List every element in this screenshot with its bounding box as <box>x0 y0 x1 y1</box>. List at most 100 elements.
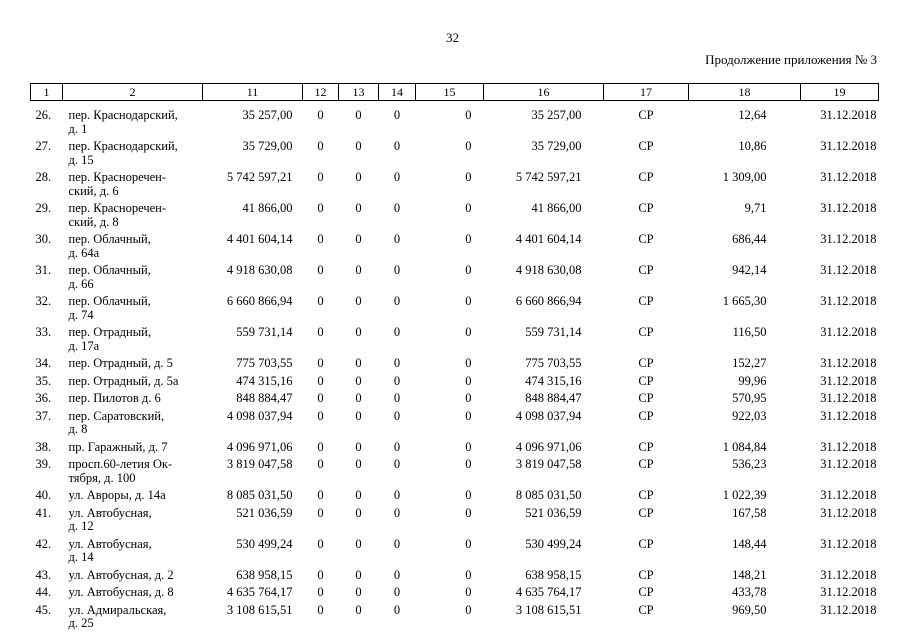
col-12-cell: 0 <box>317 505 324 520</box>
table-row: 43. ул. Автобусная, д. 2 638 958,15 0 0 … <box>31 567 879 585</box>
col-13-cell: 0 <box>355 139 362 153</box>
col-19-date-cell: 31.12.2018 <box>820 139 877 153</box>
row-number-cell: 32. <box>35 294 52 308</box>
row-number-cell: 42. <box>35 536 52 551</box>
address-cell: пер. Отрадный, д. 17а <box>68 325 151 353</box>
col-19-date-cell: 31.12.2018 <box>820 457 877 471</box>
col-14-cell: 0 <box>393 457 401 471</box>
col-13-cell: 0 <box>355 373 362 388</box>
col-12-cell: 0 <box>317 585 324 599</box>
table-row: 31. пер. Облачный, д. 66 4 918 630,08 0 … <box>31 262 879 293</box>
col-15-cell: 0 <box>465 356 472 370</box>
col-11-amount-cell: 35 257,00 <box>242 108 293 122</box>
col-13-cell: 0 <box>355 325 362 339</box>
col-19-date-cell: 31.12.2018 <box>820 585 877 599</box>
address-cell: пер. Красноречен- ский, д. 6 <box>68 170 167 198</box>
col-15-cell: 0 <box>465 391 472 405</box>
col-11-amount-cell: 4 635 764,17 <box>226 585 293 599</box>
col-18-area-cell: 10,86 <box>738 139 767 153</box>
table-row: 45. ул. Адмиральская, д. 25 3 108 615,51… <box>31 602 879 633</box>
col-13-cell: 0 <box>355 408 362 423</box>
header-col-13: 13 <box>338 83 379 101</box>
col-15-cell: 0 <box>465 439 472 454</box>
appendix-table: 1 2 11 12 13 14 15 16 17 18 19 26. пер. … <box>30 83 879 633</box>
col-14-cell: 0 <box>393 170 401 184</box>
col-17-status-cell: СР <box>638 201 654 215</box>
col-11-amount-cell: 4 401 604,14 <box>226 232 293 246</box>
col-14-cell: 0 <box>393 373 401 388</box>
row-number-cell: 45. <box>35 602 52 617</box>
continuation-note: Продолжение приложения № 3 <box>705 52 877 67</box>
col-16-amount-cell: 35 729,00 <box>531 139 582 153</box>
col-18-area-cell: 167,58 <box>732 505 767 520</box>
col-16-amount-cell: 4 401 604,14 <box>515 232 582 246</box>
col-13-cell: 0 <box>355 263 362 277</box>
col-16-amount-cell: 530 499,24 <box>525 536 582 551</box>
col-11-amount-cell: 775 703,55 <box>236 356 293 370</box>
address-cell: ул. Автобусная, д. 12 <box>68 505 152 533</box>
col-18-area-cell: 1 022,39 <box>722 488 767 502</box>
col-16-amount-cell: 5 742 597,21 <box>515 170 582 184</box>
col-13-cell: 0 <box>355 391 362 405</box>
col-18-area-cell: 1 084,84 <box>722 439 767 454</box>
col-15-cell: 0 <box>465 108 472 122</box>
col-12-cell: 0 <box>317 139 324 153</box>
row-number-cell: 26. <box>35 108 52 122</box>
col-17-status-cell: СР <box>638 457 654 471</box>
col-19-date-cell: 31.12.2018 <box>820 263 877 277</box>
col-17-status-cell: СР <box>638 439 654 454</box>
col-11-amount-cell: 5 742 597,21 <box>226 170 293 184</box>
col-15-cell: 0 <box>465 536 472 551</box>
col-11-amount-cell: 6 660 866,94 <box>226 294 293 308</box>
col-15-cell: 0 <box>465 567 472 582</box>
address-cell: пер. Облачный, д. 74 <box>68 294 151 322</box>
col-11-amount-cell: 848 884,47 <box>236 391 293 405</box>
header-col-2: 2 <box>62 83 203 101</box>
col-16-amount-cell: 4 918 630,08 <box>515 263 582 277</box>
col-18-area-cell: 116,50 <box>732 325 767 339</box>
col-17-status-cell: СР <box>638 170 654 184</box>
col-17-status-cell: СР <box>638 294 654 308</box>
col-19-date-cell: 31.12.2018 <box>820 356 877 370</box>
col-19-date-cell: 31.12.2018 <box>820 108 877 122</box>
col-11-amount-cell: 35 729,00 <box>242 139 293 153</box>
col-17-status-cell: СР <box>638 325 654 339</box>
col-11-amount-cell: 8 085 031,50 <box>226 488 293 502</box>
col-15-cell: 0 <box>465 139 472 153</box>
col-12-cell: 0 <box>317 567 324 582</box>
col-19-date-cell: 31.12.2018 <box>820 201 877 215</box>
header-col-15: 15 <box>415 83 484 101</box>
table-row: 41. ул. Автобусная, д. 12 521 036,59 0 0… <box>31 505 879 536</box>
col-13-cell: 0 <box>355 232 362 246</box>
address-cell: пер. Отрадный, д. 5 <box>68 356 173 370</box>
row-number-cell: 36. <box>35 391 52 405</box>
row-number-cell: 41. <box>35 505 52 520</box>
col-16-amount-cell: 8 085 031,50 <box>515 488 582 502</box>
address-cell: пр. Гаражный, д. 7 <box>68 439 168 454</box>
header-col-1: 1 <box>30 83 63 101</box>
address-cell: пер. Красноречен- ский, д. 8 <box>68 201 167 229</box>
col-13-cell: 0 <box>355 457 362 471</box>
header-row: 1 2 11 12 13 14 15 16 17 18 19 <box>30 83 879 101</box>
address-cell: ул. Автобусная, д. 2 <box>68 567 174 582</box>
col-18-area-cell: 536,23 <box>732 457 767 471</box>
col-12-cell: 0 <box>317 108 324 122</box>
col-16-amount-cell: 559 731,14 <box>525 325 582 339</box>
table-row: 30. пер. Облачный, д. 64а 4 401 604,14 0… <box>31 231 879 262</box>
table-row: 39. просп.60-летия Ок- тября, д. 100 3 8… <box>31 456 879 487</box>
col-13-cell: 0 <box>355 294 362 308</box>
row-number-cell: 28. <box>35 170 52 184</box>
col-15-cell: 0 <box>465 170 472 184</box>
col-11-amount-cell: 3 819 047,58 <box>226 457 293 471</box>
table-row: 33. пер. Отрадный, д. 17а 559 731,14 0 0… <box>31 324 879 355</box>
table-row: 29. пер. Красноречен- ский, д. 8 41 866,… <box>31 200 879 231</box>
col-14-cell: 0 <box>393 108 401 122</box>
col-13-cell: 0 <box>355 488 362 502</box>
row-number-cell: 30. <box>35 232 52 246</box>
col-17-status-cell: СР <box>638 108 654 122</box>
col-17-status-cell: СР <box>638 391 654 405</box>
col-17-status-cell: СР <box>638 408 654 423</box>
col-12-cell: 0 <box>317 201 324 215</box>
col-14-cell: 0 <box>393 356 401 370</box>
col-14-cell: 0 <box>393 536 401 551</box>
